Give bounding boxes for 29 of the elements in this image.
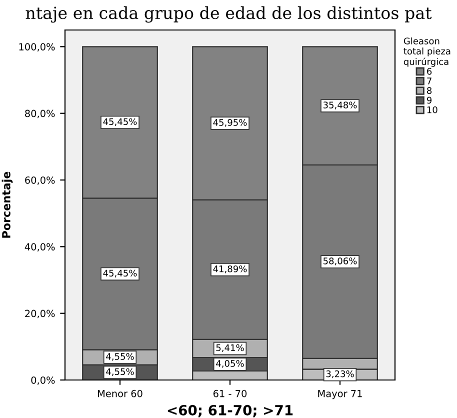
y-axis-title: Porcentaje bbox=[2, 172, 13, 238]
x-tick-label: Menor 60 bbox=[98, 390, 142, 398]
y-tick-label: 80,0% bbox=[25, 110, 55, 118]
y-tick-label: 20,0% bbox=[25, 310, 55, 318]
legend-label: 7 bbox=[427, 78, 432, 84]
data-label: 4,05% bbox=[216, 360, 244, 368]
x-axis-title: <60; 61-70; >71 bbox=[168, 404, 293, 418]
data-label: 41,89% bbox=[213, 265, 247, 274]
chart-title: ntaje en cada grupo de edad de los distintos pat bbox=[26, 6, 432, 23]
data-label: 5,41% bbox=[216, 344, 244, 352]
data-label: 45,95% bbox=[213, 119, 247, 127]
data-label: 45,45% bbox=[103, 270, 137, 278]
data-label: 45,45% bbox=[103, 118, 137, 126]
data-label: 4,55% bbox=[106, 368, 134, 376]
y-tick-label: 100,0% bbox=[19, 43, 55, 52]
legend-label: 10 bbox=[427, 106, 438, 114]
legend-label: 6 bbox=[427, 68, 432, 75]
y-tick-label: 40,0% bbox=[24, 243, 55, 252]
y-tick-label: 0,0% bbox=[31, 376, 55, 385]
y-tick-label: 60,0% bbox=[25, 176, 55, 185]
legend-label: 9 bbox=[426, 96, 432, 104]
data-label: 58,06% bbox=[323, 257, 357, 266]
x-tick-label: 61 - 70 bbox=[213, 390, 247, 398]
data-label: 4,55% bbox=[106, 353, 134, 361]
data-label: 35,48% bbox=[323, 102, 357, 110]
data-label: 3,23% bbox=[326, 370, 354, 378]
x-tick-label: Mayor 71 bbox=[318, 390, 362, 400]
legend-label: 8 bbox=[427, 87, 432, 94]
legend-title: Gleason total pieza quirúrgica bbox=[404, 37, 450, 67]
